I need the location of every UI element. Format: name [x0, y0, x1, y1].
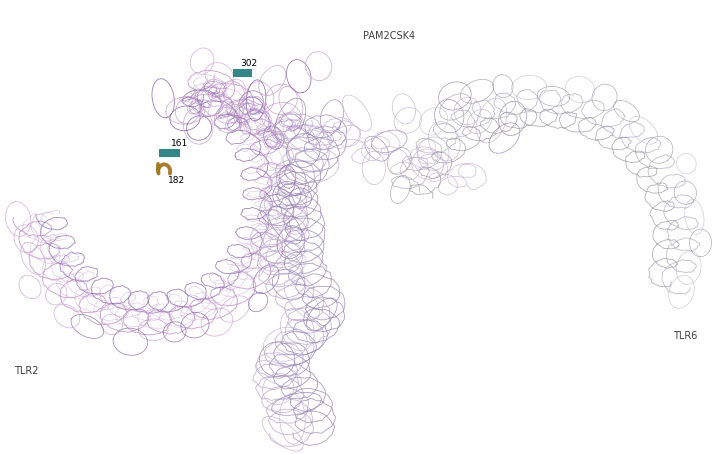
Text: 161: 161	[171, 138, 188, 148]
Text: TLR2: TLR2	[14, 366, 39, 376]
Text: PAM2CSK4: PAM2CSK4	[363, 31, 415, 41]
FancyBboxPatch shape	[233, 69, 252, 78]
Text: 182: 182	[168, 176, 186, 185]
Text: 302: 302	[240, 59, 258, 68]
Text: TLR6: TLR6	[673, 331, 697, 341]
FancyBboxPatch shape	[159, 149, 180, 157]
